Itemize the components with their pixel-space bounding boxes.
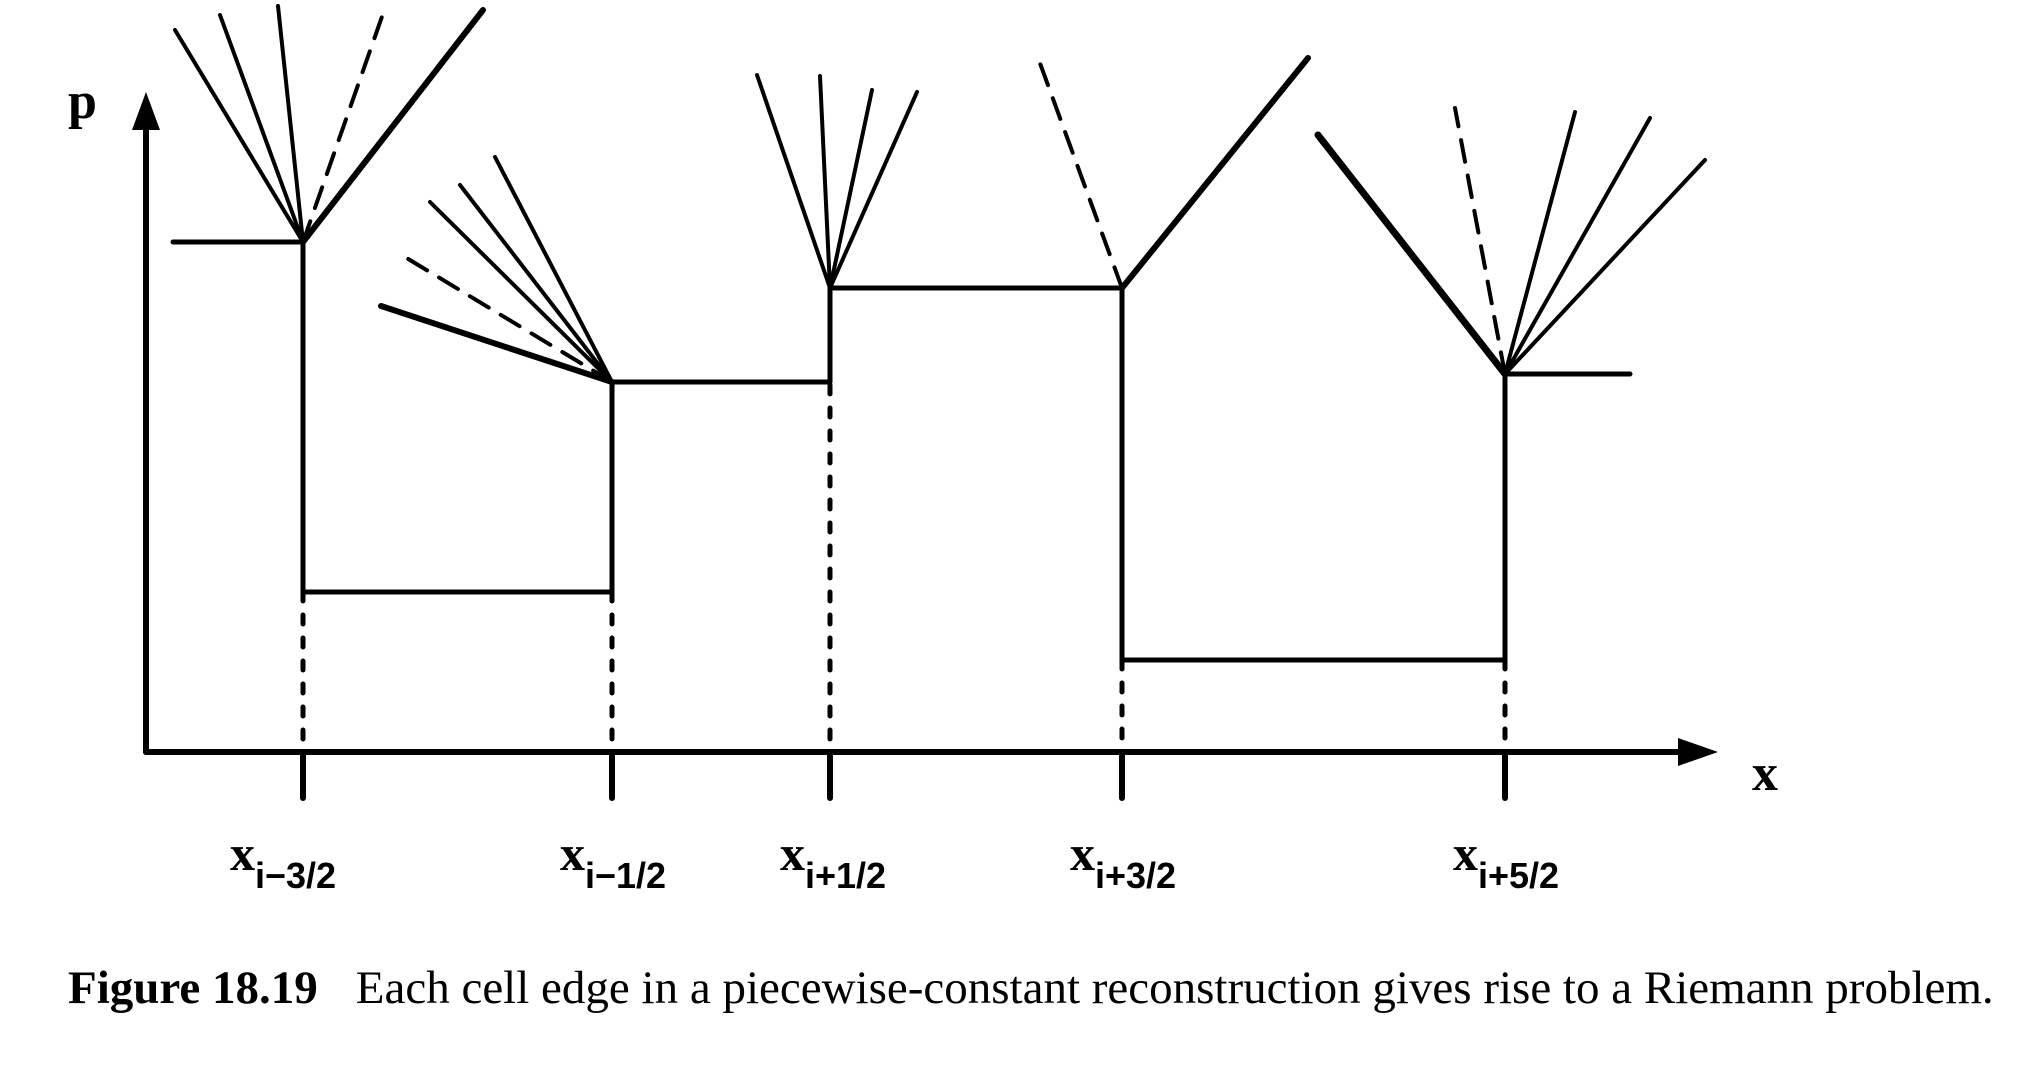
wave-line: [378, 303, 615, 385]
wave-line-dashed: [398, 252, 614, 384]
figure-caption: Figure 18.19 Each cell edge in a piecewis…: [68, 960, 1998, 1016]
wave-line: [458, 183, 614, 384]
edge-guides: [300, 382, 1508, 748]
edge-label: xi−1/2: [560, 825, 666, 896]
wave-fan: [1035, 53, 1311, 291]
wave-line: [173, 28, 305, 244]
wave-line: [1503, 116, 1652, 376]
x-axis-arrowhead: [1678, 738, 1718, 766]
tick-marks: [300, 749, 1508, 801]
wave-fan: [173, 4, 486, 245]
wave-line: [1314, 131, 1509, 378]
wave-line: [818, 74, 832, 290]
wave-line-dashed: [1035, 53, 1124, 290]
y-axis-arrowhead: [132, 92, 160, 130]
wave-line: [1503, 158, 1707, 376]
wave-line: [300, 7, 486, 245]
x-axis-label: x: [1752, 745, 1778, 802]
wave-line: [276, 4, 305, 244]
wave-line-dashed: [1453, 106, 1507, 376]
piecewise-constant-profile: [170, 239, 1633, 663]
wave-fan: [378, 155, 615, 385]
wave-line: [755, 73, 832, 290]
wave-line: [1503, 110, 1577, 376]
edge-label: xi+3/2: [1070, 825, 1176, 896]
wave-fan: [1314, 106, 1707, 378]
caption-number: Figure 18.19: [68, 962, 318, 1014]
edge-label: xi−3/2: [230, 825, 336, 896]
wave-line-dashed: [301, 6, 387, 244]
wave-line: [428, 200, 614, 384]
wave-line: [828, 90, 919, 290]
wave-line: [828, 88, 874, 290]
caption-text: Each cell edge in a piecewise-constant r…: [355, 962, 1994, 1014]
wave-fan: [755, 73, 919, 290]
wave-line: [218, 13, 305, 244]
edge-label: xi+5/2: [1453, 825, 1559, 896]
wave-line: [493, 155, 614, 384]
edge-label: xi+1/2: [780, 825, 886, 896]
wave-line: [1119, 55, 1311, 291]
y-axis-label: p: [68, 73, 97, 130]
